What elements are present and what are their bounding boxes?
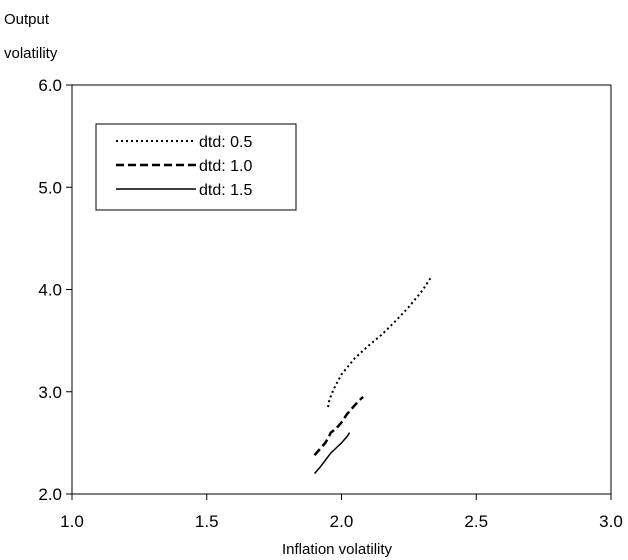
legend-label-3: dtd: 1.5 [199, 182, 252, 199]
legend-label-2: dtd: 1.0 [199, 158, 252, 175]
y-tick-label: 2.0 [38, 485, 62, 504]
y-ticks: 2.0 3.0 4.0 5.0 6.0 [38, 76, 72, 504]
y-tick-label: 3.0 [38, 383, 62, 402]
x-tick-label: 1.0 [60, 512, 84, 531]
series-line-2 [313, 395, 364, 456]
y-tick-label: 4.0 [38, 281, 62, 300]
legend-box [95, 123, 297, 211]
series-line-1 [327, 277, 432, 408]
series-line-3 [313, 432, 351, 475]
x-axis-title: Inflation volatility [282, 541, 393, 558]
x-tick-label: 3.0 [599, 512, 623, 531]
x-ticks: 1.0 1.5 2.0 2.5 3.0 [60, 494, 623, 531]
series-layer [313, 277, 432, 475]
legend-label-1: dtd: 0.5 [199, 134, 252, 151]
x-tick-label: 2.0 [330, 512, 354, 531]
y-tick-label: 5.0 [38, 178, 62, 197]
x-tick-label: 2.5 [464, 512, 488, 531]
legend: dtd: 0.5 dtd: 1.0 dtd: 1.5 [95, 123, 297, 211]
y-axis-title-line-2: volatility [4, 45, 58, 62]
x-tick-label: 1.5 [195, 512, 219, 531]
y-tick-label: 6.0 [38, 76, 62, 95]
y-axis-title-line-1: Output [4, 11, 50, 28]
